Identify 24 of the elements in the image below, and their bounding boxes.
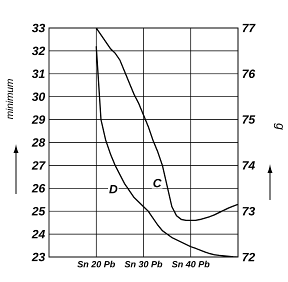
y2-tick-label: 77: [242, 24, 256, 32]
x-tick-label: Sn 20 Pb: [77, 260, 115, 268]
y-tick-label: 25: [32, 206, 46, 216]
y-axis-title: minimum: [6, 79, 14, 120]
series-label: C: [153, 178, 162, 188]
y2-tick-label: 72: [242, 252, 256, 262]
y-tick-label: 30: [32, 92, 46, 101]
y2-axis-title: g: [274, 123, 283, 130]
y2-tick-label: 76: [242, 70, 256, 78]
y2-tick-label: 73: [242, 206, 255, 216]
y2-tick-label: 74: [242, 161, 255, 170]
series-label: D: [109, 185, 118, 194]
y-tick-label: 32: [32, 46, 46, 56]
x-tick-label: Sn 30 Pb: [124, 260, 162, 268]
y-tick-label: 27: [32, 161, 46, 170]
y-tick-label: 33: [32, 24, 46, 32]
y2-tick-label: 75: [242, 115, 256, 124]
y-tick-label: 29: [32, 115, 46, 124]
y-tick-label: 23: [32, 252, 46, 262]
y-tick-label: 28: [32, 138, 46, 147]
y-tick-label: 31: [32, 70, 45, 78]
y-tick-label: 24: [32, 230, 46, 238]
x-tick-label: Sn 40 Pb: [172, 260, 210, 268]
y-tick-label: 26: [32, 184, 46, 193]
